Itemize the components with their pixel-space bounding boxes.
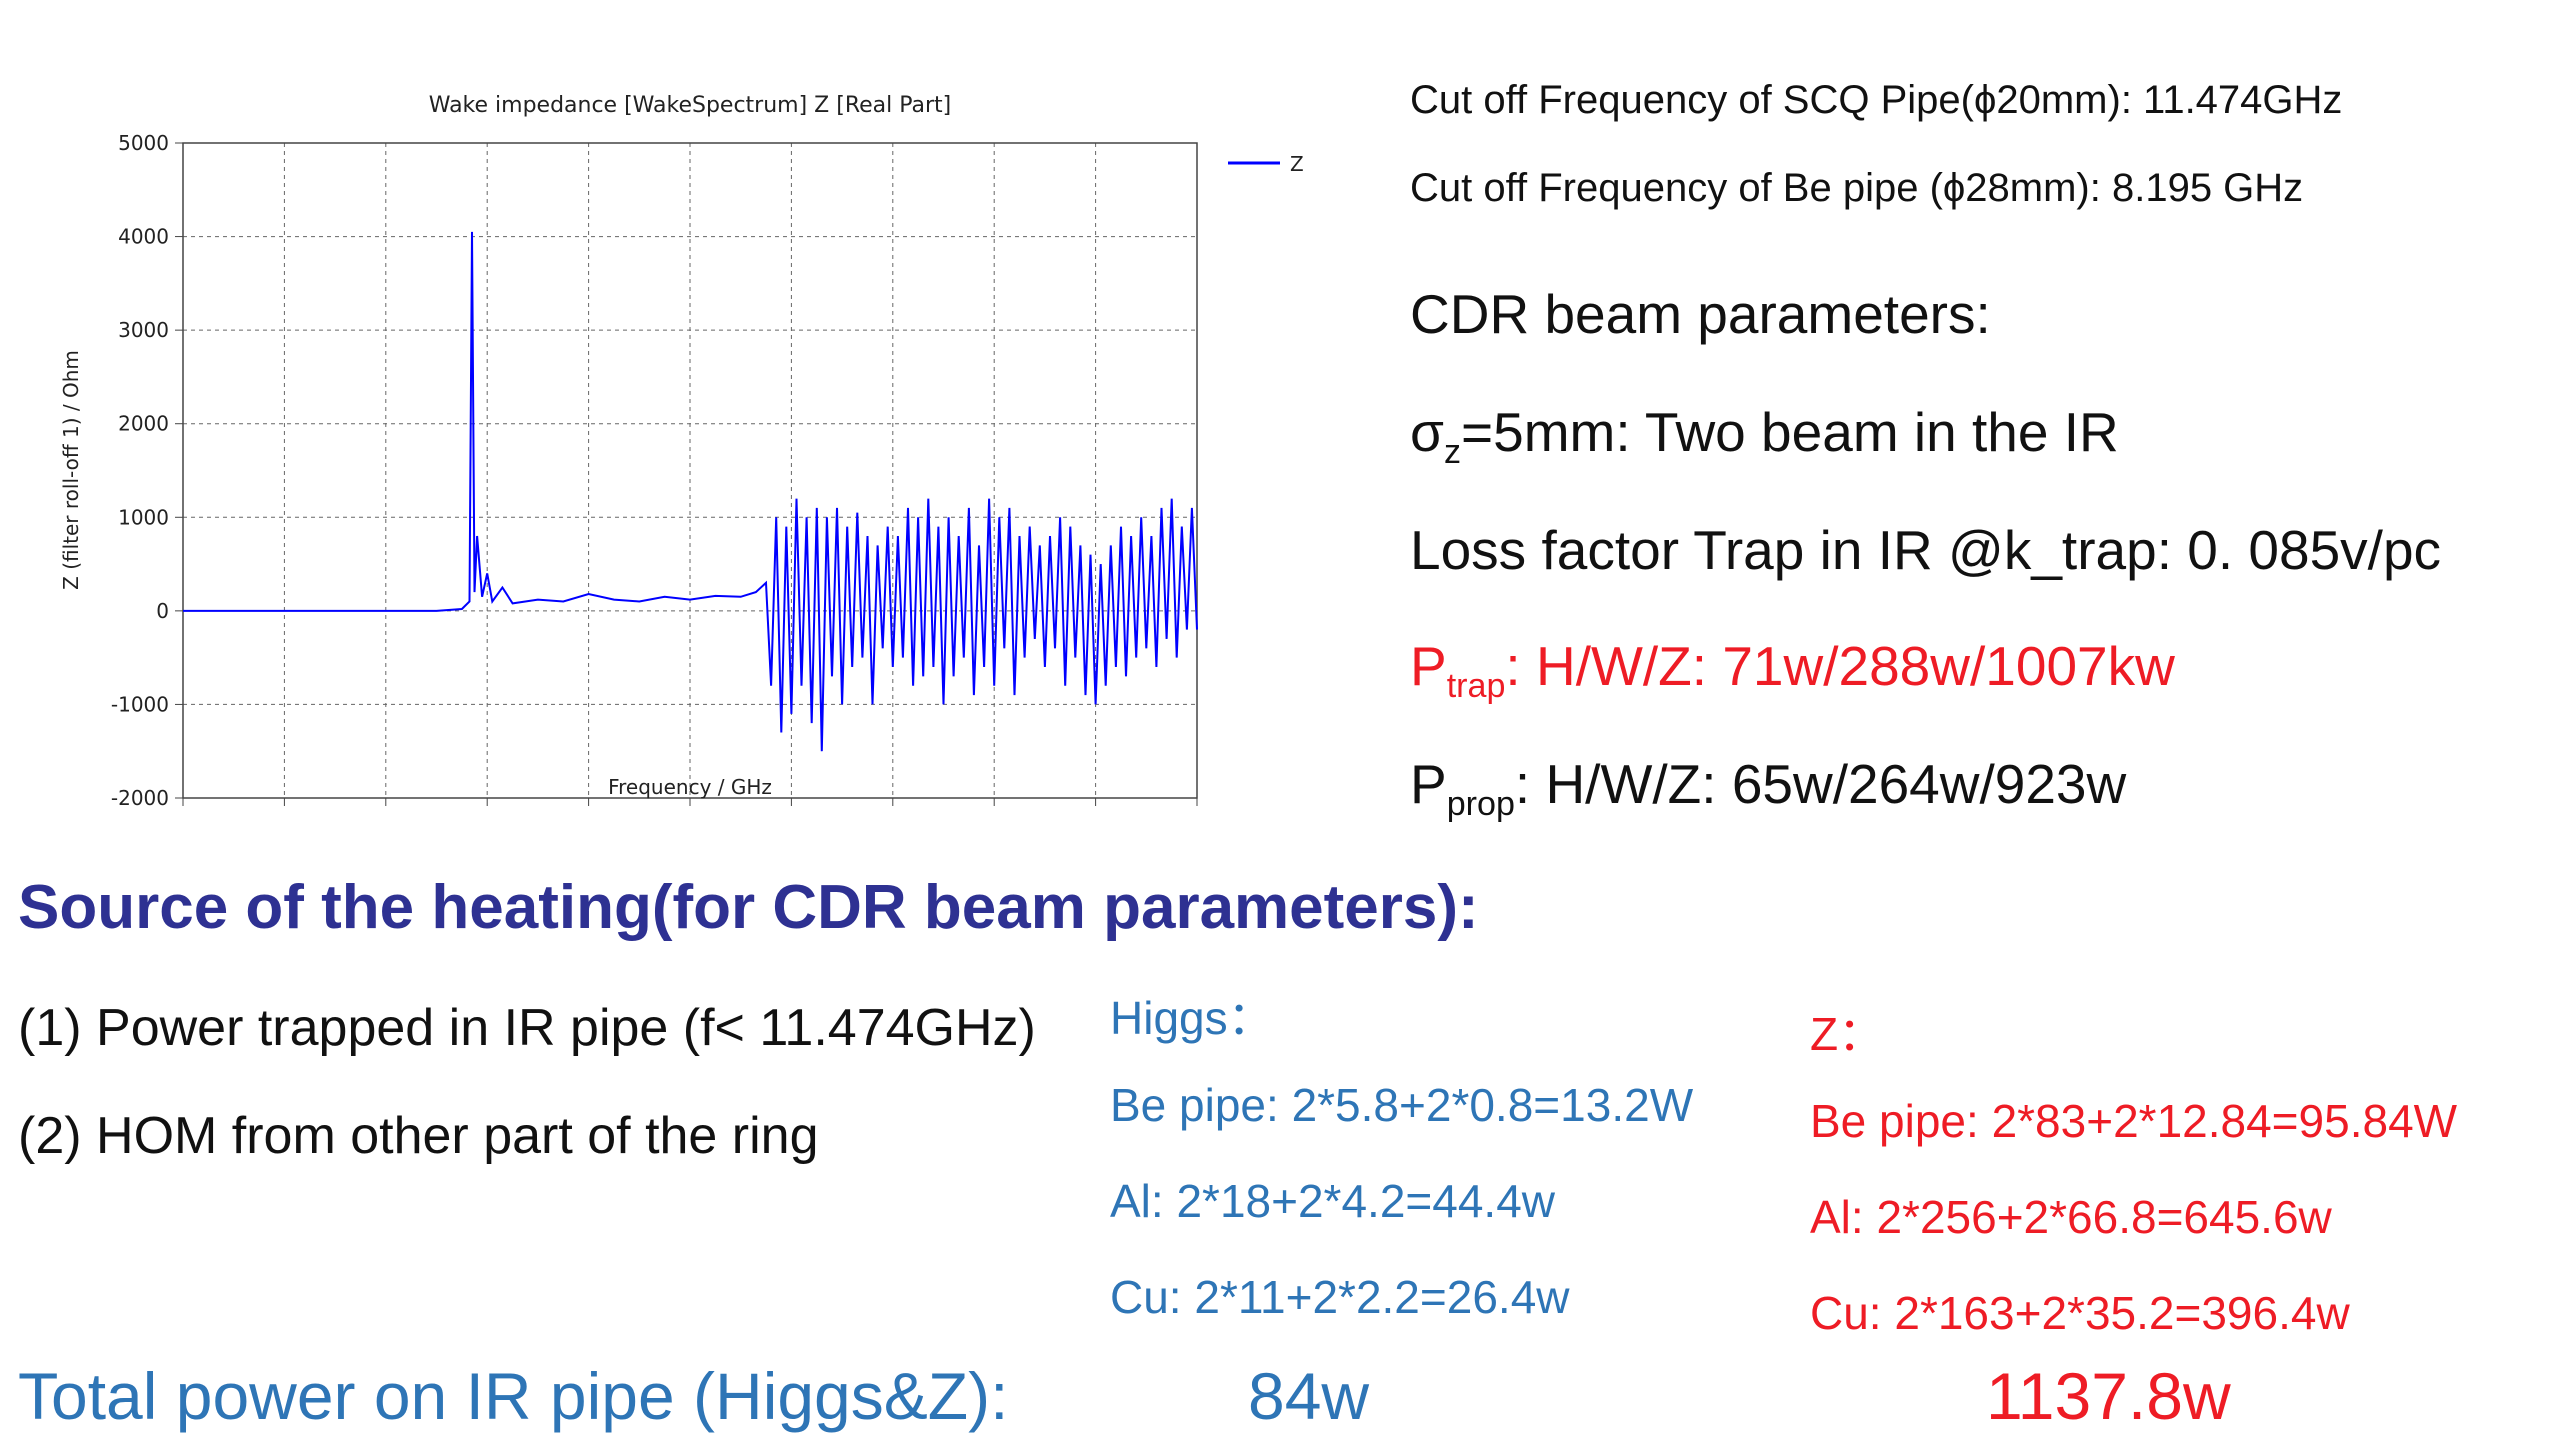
source-item-2: (2) HOM from other part of the ring bbox=[18, 1106, 819, 1166]
ptrap-line: Ptrap: H/W/Z: 71w/288w/1007kw bbox=[1410, 634, 2175, 703]
x-axis-label: Frequency / GHz bbox=[608, 775, 772, 799]
heating-heading: Source of the heating(for CDR beam param… bbox=[18, 873, 1479, 942]
y-tick-label: 2000 bbox=[118, 412, 169, 436]
x-axis: 02468101214161820 bbox=[182, 798, 1198, 806]
ptrap-rest: : H/W/Z: 71w/288w/1007kw bbox=[1505, 635, 2175, 697]
y-tick-label: 1000 bbox=[118, 505, 169, 529]
ptrap-symbol: P bbox=[1410, 635, 1447, 697]
y-tick-label: -2000 bbox=[111, 786, 169, 810]
sigma-rest: =5mm: Two beam in the IR bbox=[1461, 401, 2119, 463]
higgs-be-pipe: Be pipe: 2*5.8+2*0.8=13.2W bbox=[1110, 1079, 1694, 1131]
y-tick-label: -1000 bbox=[111, 692, 169, 716]
y-axis-label: Z (filter roll-off 1) / Ohm bbox=[59, 350, 83, 590]
sigma-subscript: z bbox=[1443, 432, 1461, 471]
source-item-2-number: (2) bbox=[18, 1107, 82, 1165]
source-item-1-number: (1) bbox=[18, 999, 82, 1057]
higgs-cu: Cu: 2*11+2*2.2=26.4w bbox=[1110, 1271, 1570, 1323]
total-z-value: 1137.8w bbox=[1986, 1359, 2231, 1433]
cutoff-scq-text: Cut off Frequency of SCQ Pipe(ϕ20mm): 11… bbox=[1410, 78, 2343, 122]
z-cu: Cu: 2*163+2*35.2=396.4w bbox=[1810, 1287, 2350, 1339]
pprop-line: Pprop: H/W/Z: 65w/264w/923w bbox=[1410, 752, 2127, 821]
z-al: Al: 2*256+2*66.8=645.6w bbox=[1810, 1191, 2332, 1243]
wake-impedance-chart: Wake impedance [WakeSpectrum] Z [Real Pa… bbox=[59, 93, 1304, 810]
y-axis: -2000 -1000 0 1000 2000 3000 4000 5000 bbox=[111, 131, 183, 810]
chart-grid bbox=[183, 143, 1197, 798]
loss-factor-line: Loss factor Trap in IR @k_trap: 0. 085v/… bbox=[1410, 519, 2442, 581]
y-tick-label: 0 bbox=[156, 599, 169, 623]
legend-label-z: Z bbox=[1290, 152, 1304, 176]
cutoff-be-text: Cut off Frequency of Be pipe (ϕ28mm): 8.… bbox=[1410, 166, 2304, 210]
higgs-label: Higgs： bbox=[1110, 992, 1274, 1044]
total-higgs-value: 84w bbox=[1248, 1359, 1370, 1433]
z-label: Z： bbox=[1810, 1008, 1885, 1060]
chart-title: Wake impedance [WakeSpectrum] Z [Real Pa… bbox=[429, 93, 952, 118]
source-item-2-text: HOM from other part of the ring bbox=[96, 1107, 819, 1165]
pprop-subscript: prop bbox=[1446, 784, 1515, 823]
y-tick-label: 3000 bbox=[118, 318, 169, 342]
sigma-symbol: σ bbox=[1410, 401, 1444, 463]
total-power-label: Total power on IR pipe (Higgs&Z): bbox=[18, 1359, 1009, 1433]
series-z-line bbox=[183, 231, 1198, 752]
source-item-1: (1) Power trapped in IR pipe (f< 11.474G… bbox=[18, 998, 1036, 1058]
y-tick-label: 5000 bbox=[118, 131, 169, 155]
cdr-params-title: CDR beam parameters: bbox=[1410, 283, 1991, 345]
pprop-rest: : H/W/Z: 65w/264w/923w bbox=[1514, 753, 2127, 815]
higgs-al: Al: 2*18+2*4.2=44.4w bbox=[1110, 1175, 1556, 1227]
source-item-1-text: Power trapped in IR pipe (f< 11.474GHz) bbox=[96, 999, 1036, 1057]
ptrap-subscript: trap bbox=[1446, 666, 1506, 705]
y-tick-label: 4000 bbox=[118, 225, 169, 249]
z-be-pipe: Be pipe: 2*83+2*12.84=95.84W bbox=[1810, 1095, 2458, 1147]
legend: Z bbox=[1228, 152, 1304, 176]
sigma-line: σz=5mm: Two beam in the IR bbox=[1410, 400, 2119, 469]
pprop-symbol: P bbox=[1410, 753, 1447, 815]
